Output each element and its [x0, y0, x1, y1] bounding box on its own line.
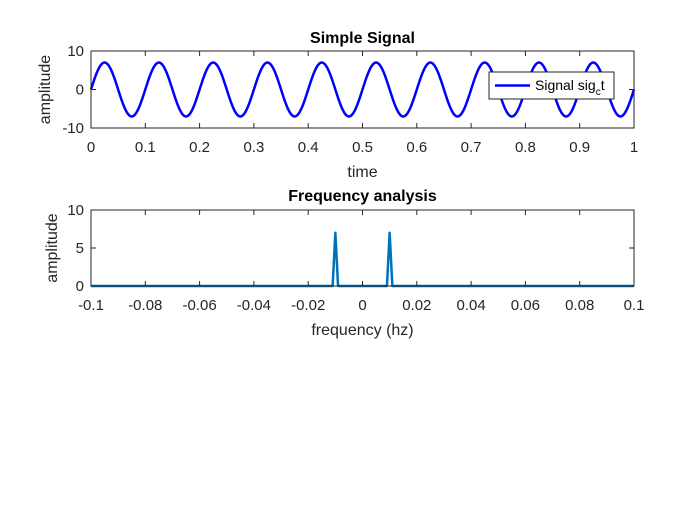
legend-label-subscript: c: [596, 87, 601, 98]
x-tick-label: 0.2: [189, 139, 210, 156]
chart-title: Simple Signal: [310, 30, 415, 47]
x-tick-label: 0.04: [456, 297, 485, 314]
chart-title: Frequency analysis: [288, 188, 437, 205]
series-line: [89, 61, 636, 118]
plot-area: [91, 210, 634, 286]
y-axis-label: amplitude: [37, 55, 54, 124]
x-tick-label: -0.04: [237, 297, 271, 314]
x-tick-label: 0: [358, 297, 366, 314]
x-tick-label: 1: [630, 139, 638, 156]
series-layer: [89, 61, 636, 118]
legend-label: Signal sigct: [535, 77, 605, 98]
x-tick-label: 0.9: [569, 139, 590, 156]
x-tick-label: 0.8: [515, 139, 536, 156]
x-tick-label: 0.4: [298, 139, 319, 156]
y-tick-label: 10: [67, 43, 84, 60]
x-tick-label: 0.1: [624, 297, 645, 314]
x-tick-label: 0.08: [565, 297, 594, 314]
x-tick-label: 0.6: [406, 139, 427, 156]
x-axis-label: time: [347, 164, 377, 181]
x-tick-label: -0.02: [291, 297, 325, 314]
x-tick-label: 0.7: [461, 139, 482, 156]
x-tick-label: -0.1: [78, 297, 104, 314]
y-tick-label: 5: [76, 240, 84, 257]
x-tick-label: 0.3: [243, 139, 264, 156]
ticks-layer: -0.1 -0.08 -0.06 -0.04 -0.02 0 0.02 0.04 0.06 0.0…: [67, 202, 644, 314]
x-tick-label: -0.08: [128, 297, 162, 314]
x-tick-label: 0: [87, 139, 95, 156]
x-axis-label: frequency (hz): [311, 322, 413, 339]
y-axis-label: amplitude: [44, 213, 61, 282]
subplot-frequency-analysis: -0.1 -0.08 -0.06 -0.04 -0.02 0 0.02 0.04 0.06 0.0…: [44, 188, 644, 339]
y-tick-label: 0: [76, 82, 84, 99]
legend-label-name: Signal sig: [535, 77, 596, 93]
x-tick-label: 0.06: [511, 297, 540, 314]
y-tick-label: -10: [62, 120, 84, 137]
x-tick-label: 0.1: [135, 139, 156, 156]
x-tick-label: 0.02: [402, 297, 431, 314]
x-tick-label: -0.06: [182, 297, 216, 314]
y-tick-label: 10: [67, 202, 84, 219]
y-tick-label: 0: [76, 278, 84, 295]
legend-label-suffix: t: [601, 77, 605, 93]
legend: Signal sigct: [488, 71, 615, 100]
x-tick-label: 0.5: [352, 139, 373, 156]
